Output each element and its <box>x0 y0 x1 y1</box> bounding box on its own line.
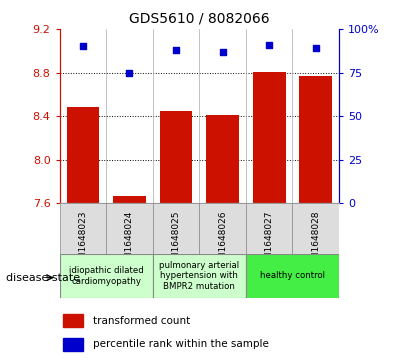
Text: healthy control: healthy control <box>260 272 325 280</box>
Text: GSM1648023: GSM1648023 <box>79 211 88 272</box>
FancyBboxPatch shape <box>246 203 293 254</box>
Text: GSM1648025: GSM1648025 <box>171 211 180 272</box>
Text: percentile rank within the sample: percentile rank within the sample <box>93 339 269 350</box>
FancyBboxPatch shape <box>153 203 199 254</box>
FancyBboxPatch shape <box>106 203 153 254</box>
Bar <box>160 111 192 203</box>
Bar <box>253 72 286 203</box>
FancyBboxPatch shape <box>246 254 339 298</box>
Title: GDS5610 / 8082066: GDS5610 / 8082066 <box>129 11 270 25</box>
Bar <box>300 76 332 203</box>
Bar <box>67 107 99 203</box>
Text: disease state: disease state <box>6 273 80 283</box>
Point <box>219 49 226 54</box>
Text: transformed count: transformed count <box>93 316 191 326</box>
Bar <box>206 115 239 203</box>
Text: pulmonary arterial
hypertension with
BMPR2 mutation: pulmonary arterial hypertension with BMP… <box>159 261 239 291</box>
Text: GSM1648027: GSM1648027 <box>265 211 274 272</box>
Point <box>80 44 86 49</box>
FancyBboxPatch shape <box>60 254 153 298</box>
Text: GSM1648024: GSM1648024 <box>125 211 134 271</box>
FancyBboxPatch shape <box>60 203 106 254</box>
Bar <box>63 338 83 351</box>
FancyBboxPatch shape <box>199 203 246 254</box>
Point <box>266 42 272 48</box>
Text: idiopathic dilated
cardiomyopathy: idiopathic dilated cardiomyopathy <box>69 266 143 286</box>
Text: GSM1648026: GSM1648026 <box>218 211 227 272</box>
Bar <box>113 196 146 203</box>
FancyBboxPatch shape <box>153 254 246 298</box>
FancyBboxPatch shape <box>293 203 339 254</box>
Point <box>173 47 179 53</box>
Point <box>126 70 133 76</box>
Text: GSM1648028: GSM1648028 <box>311 211 320 272</box>
Bar <box>63 314 83 327</box>
Point <box>312 45 319 51</box>
